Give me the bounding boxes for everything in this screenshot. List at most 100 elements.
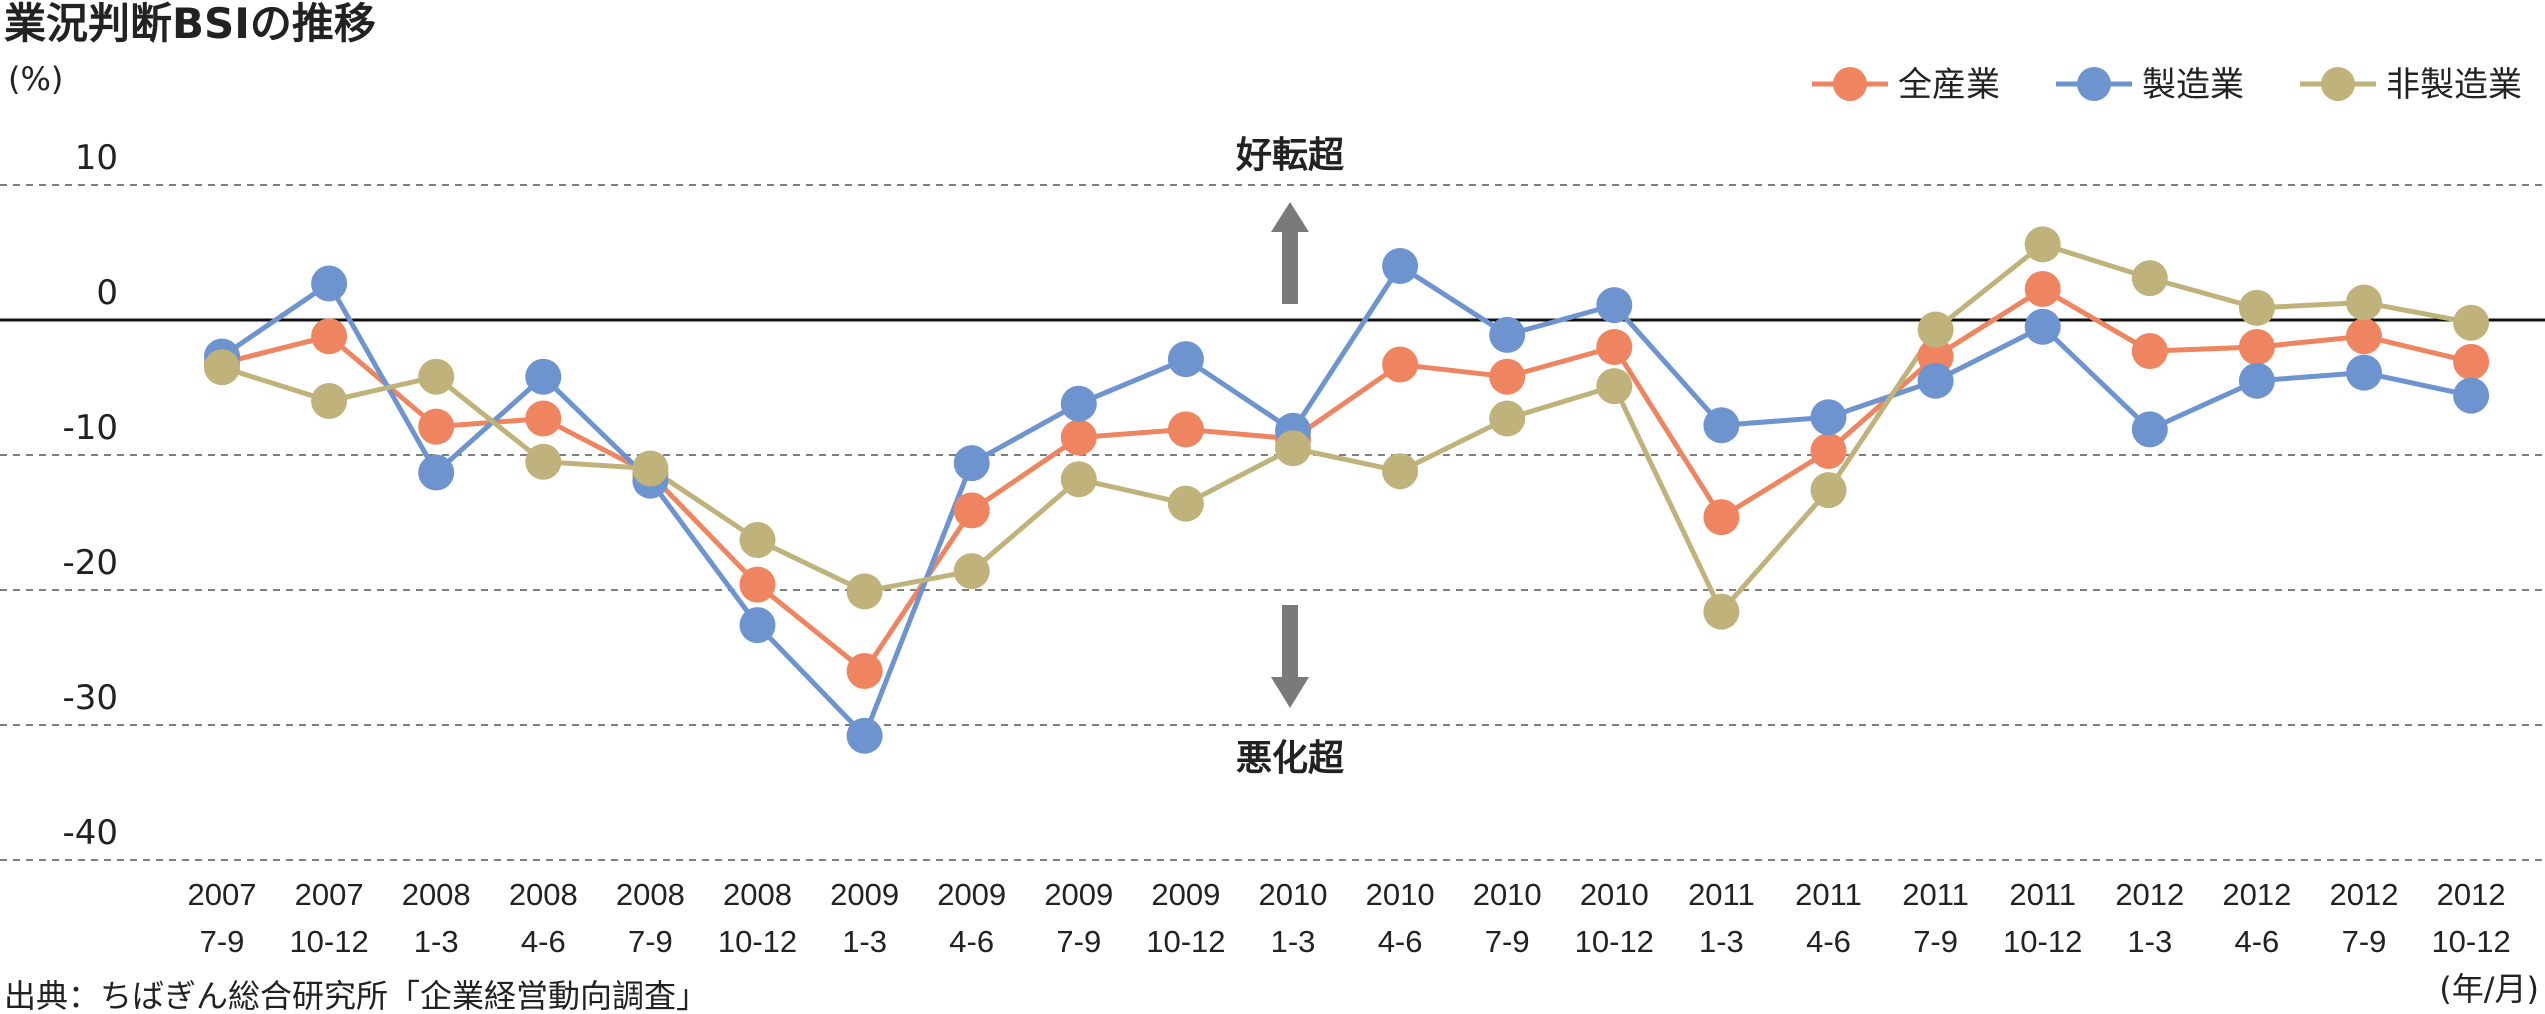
data-point — [1167, 411, 1204, 448]
data-point — [2024, 226, 2061, 263]
data-point — [1596, 287, 1633, 324]
x-tick-year: 2011 — [1795, 877, 1862, 912]
x-tick-year: 2012 — [2222, 877, 2291, 912]
x-tick-year: 2010 — [1473, 877, 1542, 912]
data-point — [1596, 329, 1633, 365]
data-point — [2131, 260, 2168, 297]
y-tick-label: 0 — [96, 273, 118, 313]
data-point — [2238, 289, 2275, 326]
data-point — [846, 573, 883, 610]
series-lines — [204, 226, 2490, 754]
data-point — [1382, 346, 1419, 383]
data-point — [1060, 461, 1097, 498]
x-tick-quarter: 7-9 — [1056, 924, 1101, 959]
data-point — [953, 492, 990, 529]
data-point — [1167, 341, 1204, 378]
down-arrow-icon — [1271, 677, 1309, 708]
x-tick-quarter: 7-9 — [200, 924, 245, 959]
legend-label: 全産業 — [1898, 65, 2000, 105]
data-point — [2024, 308, 2061, 345]
x-tick-year: 2007 — [295, 877, 364, 912]
data-point — [1382, 248, 1419, 284]
data-point — [1489, 358, 1526, 395]
data-point — [2131, 333, 2168, 370]
x-tick-year: 2010 — [1366, 877, 1435, 912]
x-tick-year: 2012 — [2115, 877, 2184, 912]
data-point — [1810, 399, 1847, 436]
x-tick-quarter: 10-12 — [2431, 924, 2510, 959]
data-point — [1810, 432, 1847, 469]
data-point — [525, 443, 562, 480]
data-point — [632, 450, 669, 487]
data-point — [1703, 499, 1740, 536]
x-tick-quarter: 10-12 — [2003, 924, 2082, 959]
x-tick-year: 2011 — [1902, 877, 1969, 912]
x-tick-quarter: 1-3 — [842, 924, 887, 959]
x-tick-quarter: 1-3 — [414, 924, 459, 959]
data-point — [2024, 270, 2061, 307]
data-point — [1810, 472, 1847, 509]
data-point — [1167, 485, 1204, 522]
data-point — [418, 454, 455, 491]
worsen-label: 悪化超 — [1236, 738, 1345, 779]
chart-title: 業況判断BSIの推移 — [4, 0, 376, 48]
gridlines — [0, 184, 2545, 861]
x-tick-year: 2009 — [830, 877, 899, 912]
y-tick-label: -30 — [62, 678, 118, 718]
x-tick-year: 2009 — [1044, 877, 1113, 912]
x-tick-quarter: 1-3 — [2127, 924, 2172, 959]
x-tick-year: 2008 — [402, 877, 471, 912]
x-tick-quarter: 4-6 — [949, 924, 994, 959]
legend-label: 非製造業 — [2386, 65, 2522, 105]
data-point — [739, 607, 776, 644]
data-point — [2238, 362, 2275, 399]
x-tick-quarter: 4-6 — [1378, 924, 1423, 959]
x-tick-labels: 2007 7-9 2007 10-12 2008 1-3 2008 4-6 2008 7-9 200… — [188, 877, 2511, 959]
legend-marker — [2077, 67, 2111, 101]
data-point — [953, 445, 990, 482]
data-point — [1703, 593, 1740, 630]
x-tick-quarter: 7-9 — [1485, 924, 1530, 959]
data-point — [846, 653, 883, 689]
x-tick-quarter: 10-12 — [1575, 924, 1654, 959]
data-point — [2346, 284, 2382, 321]
x-tick-quarter: 7-9 — [1913, 924, 1958, 959]
data-point — [311, 383, 348, 419]
x-tick-year: 2009 — [1151, 877, 1220, 912]
y-tick-labels: 10 0 -10 -20 -30 -40 — [62, 138, 118, 853]
x-tick-quarter: 10-12 — [1146, 924, 1225, 959]
x-tick-quarter: 7-9 — [2342, 924, 2387, 959]
data-point — [1060, 385, 1097, 422]
up-arrow-icon — [1271, 202, 1309, 232]
legend-label: 製造業 — [2142, 65, 2244, 105]
x-tick-year: 2012 — [2437, 877, 2506, 912]
data-point — [1382, 453, 1419, 490]
legend: 全産業 製造業 非製造業 — [1812, 65, 2522, 105]
data-point — [1917, 362, 1954, 399]
data-point — [2131, 411, 2168, 448]
data-point — [1060, 419, 1097, 456]
data-point — [1703, 407, 1740, 444]
down-arrow-shaft — [1282, 605, 1298, 679]
y-tick-label: 10 — [75, 138, 118, 178]
data-point — [1917, 311, 1954, 348]
x-tick-year: 2008 — [616, 877, 685, 912]
series-line-2 — [220, 263, 2472, 739]
data-point — [2238, 329, 2275, 365]
x-tick-year: 2009 — [937, 877, 1006, 912]
x-tick-quarter: 7-9 — [628, 924, 673, 959]
y-axis-unit: (%) — [8, 60, 63, 98]
data-point — [311, 318, 348, 355]
x-tick-quarter: 4-6 — [2234, 924, 2279, 959]
legend-marker — [2321, 67, 2355, 101]
up-arrow-shaft — [1282, 230, 1298, 304]
data-point — [1275, 430, 1311, 467]
x-tick-year: 2012 — [2330, 877, 2399, 912]
improve-label: 好転超 — [1235, 135, 1345, 176]
y-tick-label: -20 — [62, 543, 118, 583]
direction-arrows: 好転超 悪化超 — [1235, 135, 1345, 779]
series-line-1 — [221, 286, 2472, 674]
data-point — [846, 717, 883, 754]
data-point — [204, 349, 240, 386]
data-point — [2453, 343, 2490, 380]
